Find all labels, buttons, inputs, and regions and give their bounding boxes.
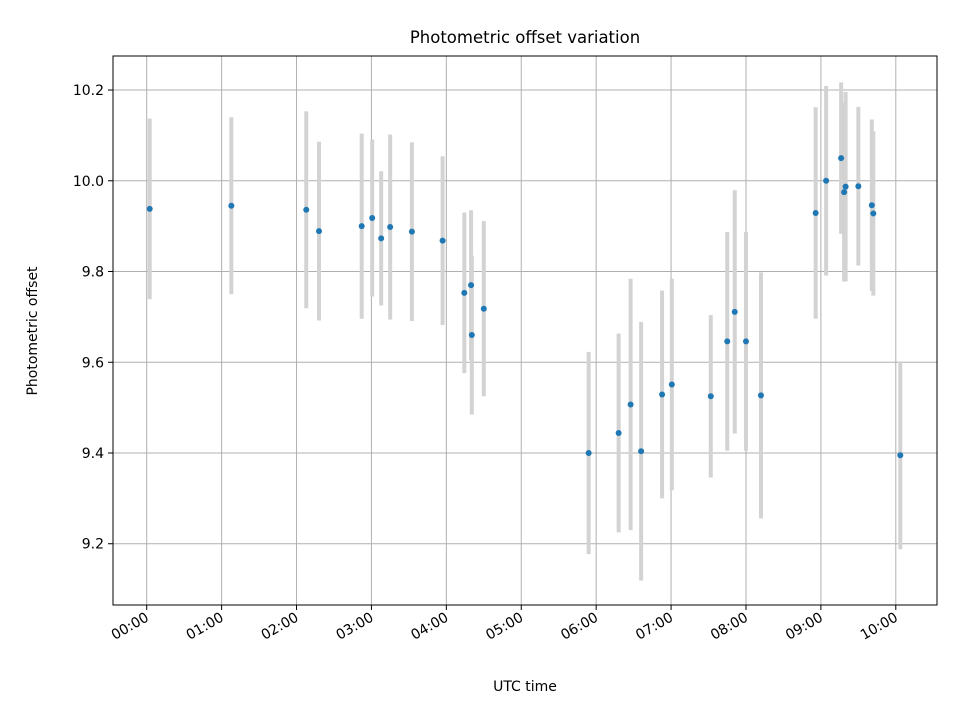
y-axis-label: Photometric offset (25, 266, 41, 396)
data-point (731, 308, 738, 315)
data-point (638, 448, 645, 455)
data-point (812, 209, 819, 216)
y-tick-label: 9.6 (82, 355, 104, 371)
data-point (868, 202, 875, 209)
data-point (378, 235, 385, 242)
data-point (724, 338, 731, 345)
data-point (870, 210, 877, 217)
data-point (897, 452, 904, 459)
data-points (146, 155, 904, 459)
data-point (303, 206, 310, 213)
data-point (838, 155, 845, 162)
grid (113, 56, 937, 605)
data-point (439, 237, 446, 244)
data-point (408, 228, 415, 235)
data-point (468, 332, 475, 339)
chart-title: Photometric offset variation (410, 28, 640, 47)
data-point (823, 177, 830, 184)
y-tick-label: 10.0 (73, 174, 104, 190)
data-point (841, 189, 848, 196)
data-point (742, 338, 749, 345)
data-point (668, 381, 675, 388)
data-point (387, 224, 394, 231)
data-point (659, 391, 666, 398)
data-point (627, 401, 634, 408)
data-point (358, 223, 365, 230)
data-point (615, 430, 622, 437)
y-tick-label: 9.4 (82, 446, 104, 462)
data-point (707, 393, 714, 400)
y-tick-label: 9.2 (82, 537, 104, 553)
data-point (228, 202, 235, 209)
data-point (369, 214, 376, 221)
x-axis-label: UTC time (493, 679, 557, 695)
data-point (316, 228, 322, 235)
data-point (480, 305, 487, 312)
y-axis-ticks: 9.2 9.4 9.6 9.8 10.0 10.2 (73, 83, 113, 553)
data-point (842, 183, 849, 190)
data-point (461, 289, 468, 296)
data-point (468, 282, 475, 289)
axes-frame (112, 55, 938, 606)
data-point (146, 205, 153, 212)
data-point (585, 450, 592, 457)
data-point (757, 392, 764, 399)
y-tick-label: 9.8 (82, 265, 104, 281)
data-point (855, 183, 862, 190)
y-tick-label: 10.2 (73, 83, 104, 99)
